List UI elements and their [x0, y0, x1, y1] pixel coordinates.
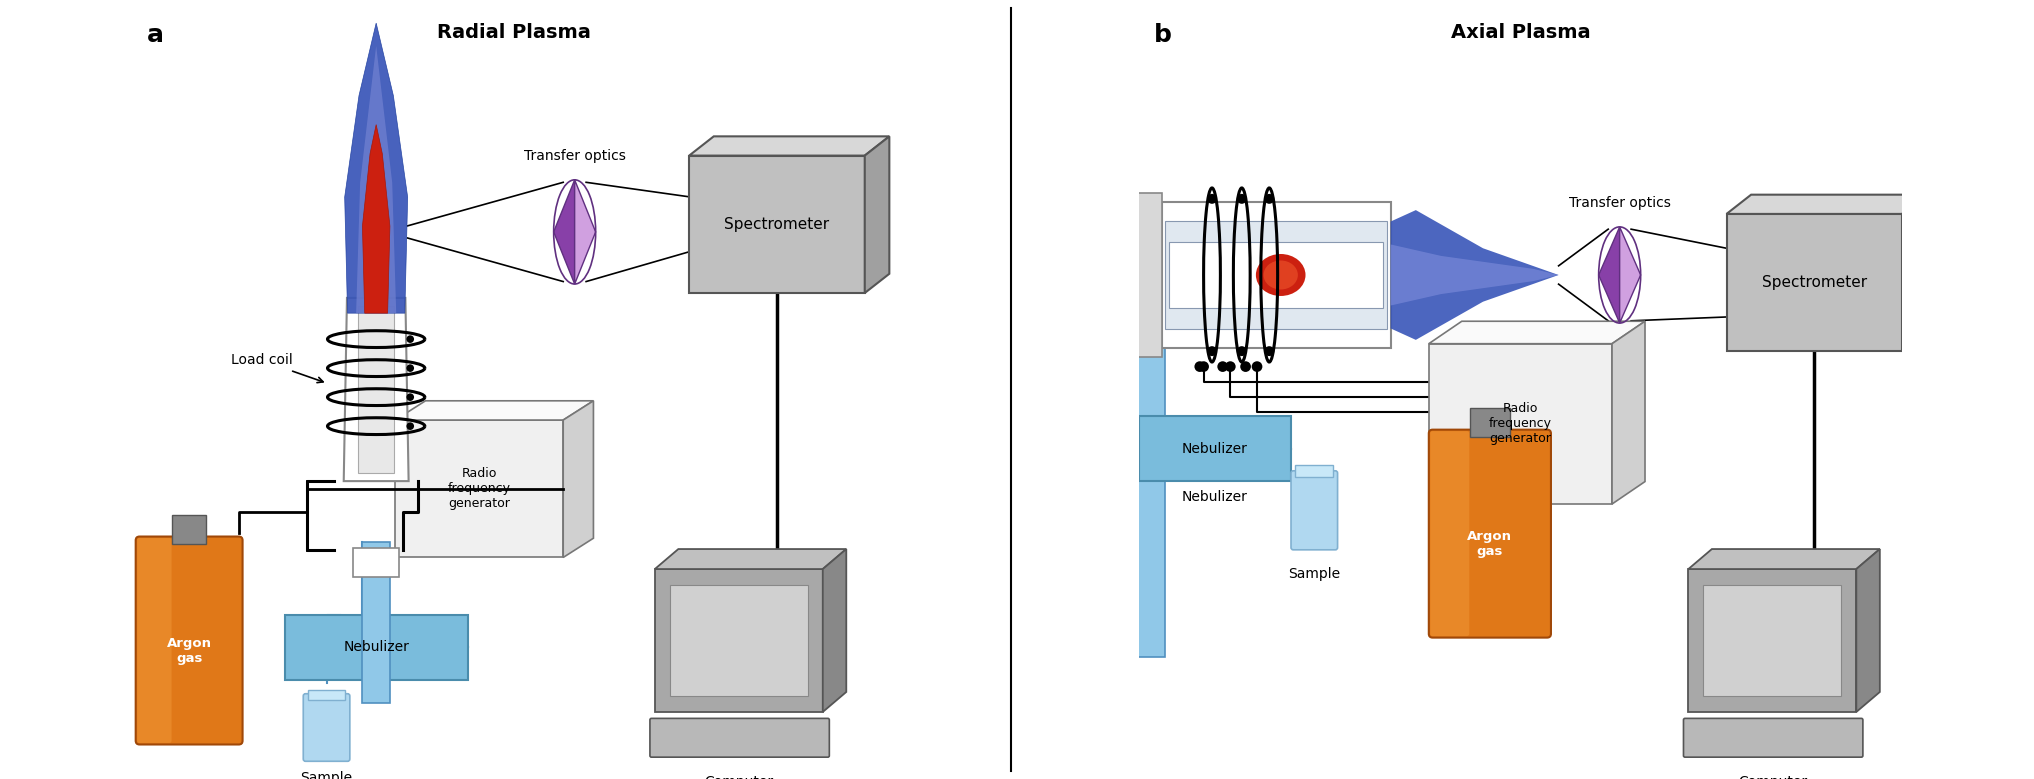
FancyBboxPatch shape	[1688, 569, 1857, 712]
FancyBboxPatch shape	[285, 615, 468, 679]
FancyBboxPatch shape	[1170, 242, 1383, 308]
Text: Nebulizer: Nebulizer	[344, 640, 409, 654]
Circle shape	[1216, 361, 1229, 372]
Text: a: a	[146, 23, 165, 47]
Text: Radial Plasma: Radial Plasma	[437, 23, 590, 42]
Circle shape	[1265, 346, 1273, 356]
Text: b: b	[1153, 23, 1172, 47]
FancyBboxPatch shape	[690, 156, 864, 293]
Polygon shape	[344, 298, 409, 481]
FancyBboxPatch shape	[1704, 585, 1841, 696]
Text: Nebulizer: Nebulizer	[1182, 442, 1249, 456]
Polygon shape	[576, 180, 596, 284]
Text: Radio
frequency
generator: Radio frequency generator	[447, 467, 511, 510]
Circle shape	[1206, 346, 1216, 356]
FancyBboxPatch shape	[303, 694, 350, 761]
Text: Spectrometer: Spectrometer	[1761, 275, 1867, 290]
Polygon shape	[1857, 549, 1879, 712]
Polygon shape	[344, 23, 407, 313]
Ellipse shape	[1263, 260, 1298, 290]
Circle shape	[1206, 194, 1216, 204]
FancyBboxPatch shape	[362, 542, 391, 703]
Polygon shape	[1391, 210, 1558, 340]
FancyBboxPatch shape	[1684, 718, 1863, 757]
FancyBboxPatch shape	[1123, 347, 1165, 657]
Text: Transfer optics: Transfer optics	[1568, 196, 1670, 210]
FancyBboxPatch shape	[1139, 416, 1292, 481]
Text: Computer
interface: Computer interface	[704, 775, 773, 779]
Text: Argon
gas: Argon gas	[1467, 530, 1513, 558]
Text: Argon
gas: Argon gas	[167, 636, 212, 664]
FancyBboxPatch shape	[354, 548, 399, 576]
Text: Axial Plasma: Axial Plasma	[1450, 23, 1591, 42]
Polygon shape	[864, 136, 889, 293]
FancyBboxPatch shape	[1428, 430, 1552, 637]
FancyBboxPatch shape	[136, 537, 242, 745]
FancyBboxPatch shape	[669, 585, 807, 696]
Polygon shape	[1902, 195, 1926, 351]
Polygon shape	[553, 180, 576, 284]
Circle shape	[1237, 194, 1247, 204]
FancyBboxPatch shape	[1165, 220, 1387, 330]
Text: Load coil: Load coil	[232, 354, 323, 382]
Text: Radio
frequency
generator: Radio frequency generator	[1489, 403, 1552, 446]
Polygon shape	[395, 401, 594, 420]
Text: Computer
interface: Computer interface	[1737, 775, 1806, 779]
Polygon shape	[1391, 245, 1558, 305]
Text: Nebulizer: Nebulizer	[1182, 490, 1249, 504]
Text: Sample: Sample	[301, 771, 352, 779]
Polygon shape	[655, 549, 846, 569]
Polygon shape	[563, 401, 594, 558]
Polygon shape	[356, 46, 397, 313]
Polygon shape	[1613, 321, 1646, 504]
Circle shape	[407, 422, 415, 430]
Circle shape	[1224, 361, 1237, 372]
Circle shape	[1237, 346, 1247, 356]
FancyBboxPatch shape	[1292, 471, 1338, 550]
FancyBboxPatch shape	[358, 305, 395, 474]
FancyBboxPatch shape	[1727, 214, 1902, 351]
FancyBboxPatch shape	[307, 689, 346, 700]
Circle shape	[1194, 361, 1204, 372]
FancyBboxPatch shape	[171, 515, 207, 545]
Circle shape	[407, 365, 415, 372]
FancyBboxPatch shape	[1119, 193, 1161, 357]
FancyBboxPatch shape	[1430, 432, 1469, 636]
Polygon shape	[1619, 227, 1641, 323]
Circle shape	[1198, 361, 1208, 372]
Polygon shape	[690, 136, 889, 156]
Circle shape	[1241, 361, 1251, 372]
Polygon shape	[824, 549, 846, 712]
Ellipse shape	[1255, 254, 1306, 296]
FancyBboxPatch shape	[1161, 203, 1391, 347]
FancyBboxPatch shape	[651, 718, 830, 757]
FancyBboxPatch shape	[395, 420, 563, 558]
Text: Sample: Sample	[1288, 566, 1340, 580]
Text: Transfer optics: Transfer optics	[523, 150, 626, 164]
FancyBboxPatch shape	[136, 538, 171, 743]
FancyBboxPatch shape	[1296, 465, 1332, 477]
FancyBboxPatch shape	[1471, 408, 1509, 437]
Circle shape	[407, 393, 415, 401]
Polygon shape	[362, 125, 391, 313]
Polygon shape	[1599, 227, 1619, 323]
FancyBboxPatch shape	[1104, 231, 1121, 319]
Circle shape	[1265, 194, 1273, 204]
Polygon shape	[1428, 321, 1646, 344]
Polygon shape	[1727, 195, 1926, 214]
Text: Spectrometer: Spectrometer	[724, 217, 830, 232]
FancyBboxPatch shape	[1428, 344, 1613, 504]
FancyBboxPatch shape	[655, 569, 824, 712]
Circle shape	[407, 335, 415, 343]
Circle shape	[1251, 361, 1263, 372]
Polygon shape	[1688, 549, 1879, 569]
